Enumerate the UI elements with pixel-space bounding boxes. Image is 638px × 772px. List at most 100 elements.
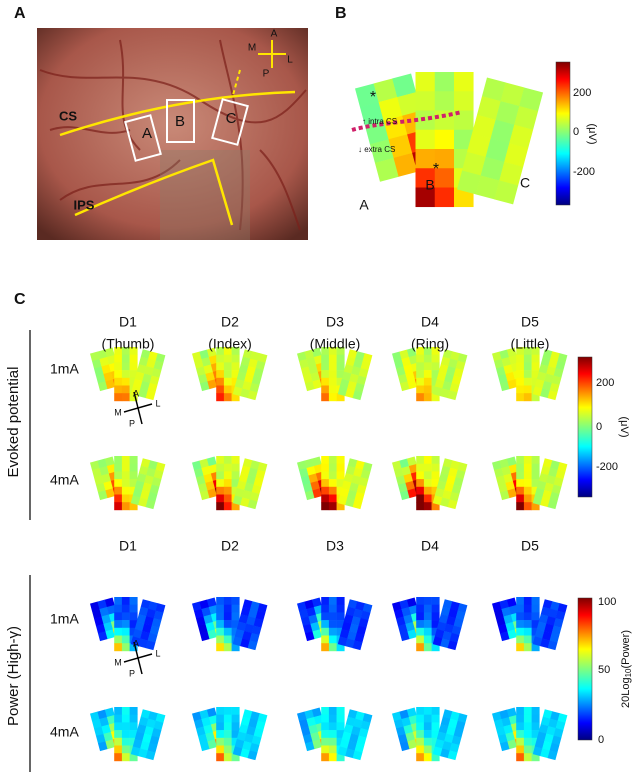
- electrode-cell: [531, 502, 540, 511]
- electrode-cell: [121, 463, 130, 472]
- electrode-cell: [523, 627, 532, 636]
- electrode-cell: [140, 599, 151, 609]
- electrode-cell: [438, 724, 449, 734]
- electrode-cell: [549, 632, 560, 643]
- electrode-cell: [492, 460, 502, 471]
- electrode-cell: [300, 366, 311, 377]
- electrode-cell: [416, 385, 425, 394]
- electrode-cell: [355, 83, 379, 108]
- electrode-cell: [553, 477, 564, 487]
- electrode-cell: [352, 499, 363, 510]
- electrode-cell: [516, 354, 525, 363]
- electrode-cell: [523, 494, 532, 503]
- electrode-cell: [336, 502, 345, 511]
- electrode-cell: [440, 465, 451, 476]
- unit-part: 20Log: [620, 677, 632, 708]
- electrode-cell: [321, 714, 330, 723]
- electrode-cell: [328, 612, 337, 621]
- electrode-cell: [231, 486, 240, 495]
- electrode-cell: [534, 487, 545, 498]
- electrode-cell: [304, 381, 315, 392]
- electrode-cell: [499, 381, 510, 392]
- label: L: [155, 398, 160, 408]
- electrode-grid: [297, 597, 330, 642]
- tick-label: 100: [598, 596, 616, 608]
- electrode-cell: [455, 610, 466, 621]
- electrode-grid: [532, 599, 568, 651]
- electrode-cell: [451, 375, 462, 386]
- electrode-cell: [353, 358, 363, 369]
- electrode-cell: [114, 370, 123, 379]
- electrode-cell: [144, 475, 154, 485]
- electrode-cell: [297, 351, 307, 362]
- electrode-cell: [114, 620, 123, 629]
- electrode-cell: [129, 370, 138, 379]
- electrode-cell: [403, 614, 414, 625]
- electrode-cell: [550, 460, 560, 470]
- electrode-grid: [337, 709, 373, 761]
- electrode-cell: [240, 716, 251, 727]
- electrode-cell: [232, 636, 243, 647]
- electrode-cell: [321, 612, 330, 621]
- electrode-cell: [514, 106, 539, 131]
- electrode-cell: [321, 393, 330, 402]
- electrode-cell: [480, 156, 505, 181]
- electrode-cell: [399, 709, 410, 720]
- electrode-cell: [416, 745, 425, 754]
- electrode-cell: [360, 360, 371, 371]
- electrode-cell: [447, 499, 458, 510]
- electrode-cell: [401, 356, 412, 367]
- electrode-cell: [388, 134, 413, 159]
- electrode-cell: [538, 473, 549, 483]
- electrode-cell: [505, 371, 516, 382]
- label: ↓ extra CS: [358, 145, 395, 154]
- electrode-cell: [440, 748, 451, 759]
- electrode-cell: [300, 726, 311, 737]
- electrode-cell: [129, 471, 138, 480]
- electrode-cell: [531, 354, 540, 363]
- electrode-cell: [516, 722, 525, 731]
- tick-label: 0: [598, 734, 604, 746]
- electrode-cell: [392, 73, 417, 98]
- electrode-cell: [416, 486, 425, 495]
- electrode-cell: [304, 709, 315, 720]
- electrode-cell: [101, 614, 112, 625]
- electrode-grid: [130, 458, 166, 510]
- electrode-cell: [423, 730, 432, 739]
- electrode-cell: [532, 746, 543, 757]
- panel-b-maps: [355, 72, 544, 208]
- electrode-cell: [199, 381, 210, 392]
- electrode-cell: [523, 463, 532, 472]
- electrode-cell: [300, 475, 311, 486]
- electrode-cell: [407, 488, 418, 499]
- electrode-cell: [454, 72, 474, 92]
- label: (μV): [618, 416, 630, 437]
- electrode-cell: [546, 726, 556, 736]
- electrode-grid: [516, 456, 540, 511]
- electrode-cell: [523, 502, 532, 511]
- label: L: [287, 55, 293, 66]
- panel-label: C: [14, 291, 26, 308]
- electrode-cell: [336, 707, 345, 715]
- electrode-cell: [146, 718, 156, 729]
- electrode-cell: [104, 347, 115, 358]
- label: A: [133, 638, 139, 648]
- electrode-cell: [540, 497, 551, 508]
- electrode-cell: [95, 373, 106, 384]
- electrode-cell: [216, 753, 225, 762]
- electrode-cell: [207, 379, 218, 390]
- electrode-cell: [240, 638, 251, 649]
- electrode-cell: [416, 730, 425, 739]
- electrode-cell: [311, 707, 322, 718]
- electrode-cell: [406, 707, 417, 718]
- electrode-cell: [195, 366, 206, 377]
- electrode-cell: [431, 370, 440, 379]
- electrode-cell: [423, 502, 432, 511]
- electrode-cell: [244, 373, 254, 384]
- electrode-cell: [248, 718, 258, 729]
- electrode-cell: [328, 707, 337, 715]
- electrode-cell: [506, 347, 517, 358]
- electrode-cell: [345, 606, 356, 617]
- electrode-cell: [231, 730, 240, 739]
